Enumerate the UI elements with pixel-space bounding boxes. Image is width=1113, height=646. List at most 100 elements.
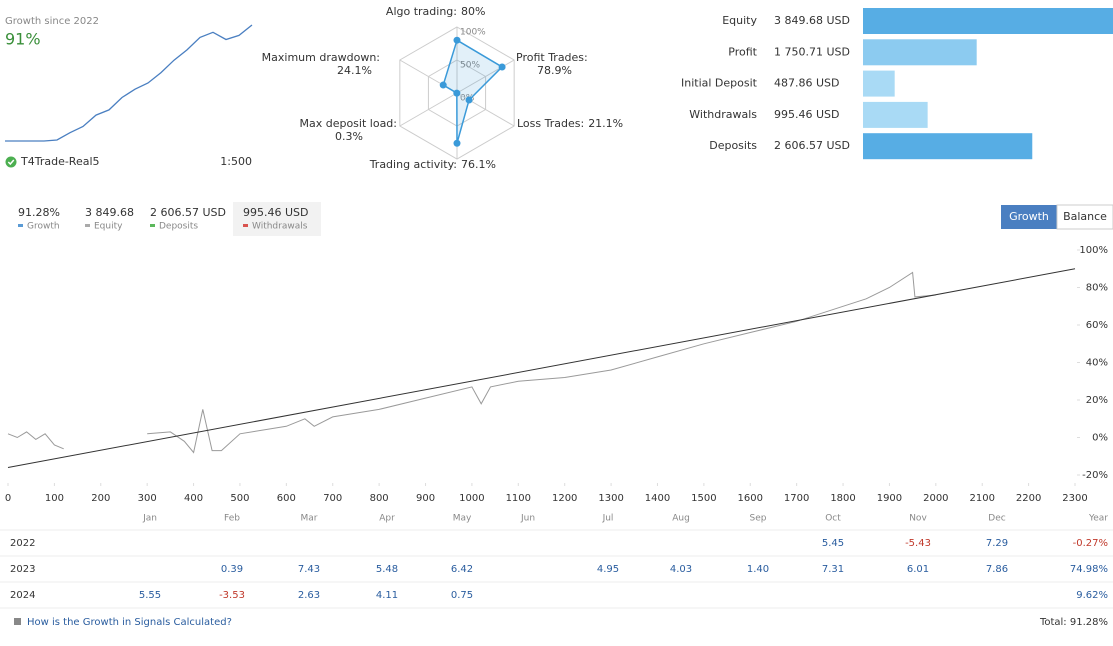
radar-tick-label: 100%	[460, 28, 486, 38]
table-cell: 2.63	[298, 590, 320, 601]
x-tick-label: 1600	[738, 493, 763, 504]
table-header: May	[453, 514, 472, 524]
table-cell: 5.45	[822, 538, 844, 549]
table-cell: 7.29	[986, 538, 1008, 549]
growth-title: Growth since 2022	[5, 16, 99, 27]
table-header: Jun	[520, 514, 535, 524]
table-header: Apr	[379, 514, 395, 524]
tab-growth[interactable]	[1001, 205, 1057, 229]
y-tick-label: 80%	[1086, 283, 1108, 294]
x-tick-label: 1300	[598, 493, 623, 504]
table-header: Year	[1088, 514, 1108, 524]
x-tick-label: 1700	[784, 493, 809, 504]
x-tick-label: 800	[370, 493, 389, 504]
line	[7, 271, 936, 454]
bar-label: Equity	[722, 14, 757, 27]
table-cell: -0.27%	[1073, 538, 1108, 549]
table-cell: 74.98%	[1070, 564, 1108, 575]
x-tick-label: 600	[277, 493, 296, 504]
radar-value: 21.1%	[588, 117, 623, 130]
bar-value: 2 606.57 USD	[774, 139, 850, 152]
table-cell: 2023	[10, 564, 35, 575]
table-cell: 6.42	[451, 564, 473, 575]
radar-point	[453, 36, 461, 44]
line	[5, 24, 253, 142]
x-tick-label: 1500	[691, 493, 716, 504]
table-header: Nov	[909, 514, 927, 524]
table-cell: 0.75	[451, 590, 473, 601]
account-name[interactable]: T4Trade-Real5	[20, 155, 100, 168]
table-cell: 0.39	[221, 564, 243, 575]
legend-swatch	[18, 224, 23, 227]
legend-swatch	[150, 224, 155, 227]
radar-point	[498, 63, 506, 71]
radar-value: 24.1%	[337, 64, 372, 77]
bar-value: 995.46 USD	[774, 108, 840, 121]
table-header: Jul	[602, 514, 614, 524]
table-header: Oct	[825, 514, 841, 524]
table-cell: 5.55	[139, 590, 161, 601]
table-cell: 4.03	[670, 564, 692, 575]
help-link[interactable]: How is the Growth in Signals Calculated?	[27, 617, 232, 628]
x-tick-label: 500	[230, 493, 249, 504]
x-tick-label: 300	[138, 493, 157, 504]
x-tick-label: 2300	[1062, 493, 1087, 504]
summary-label: Withdrawals	[252, 222, 308, 232]
table-cell: 1.40	[747, 564, 769, 575]
check-mark	[7, 159, 15, 166]
y-tick-label: 100%	[1079, 245, 1108, 256]
bar-label: Deposits	[709, 139, 757, 152]
tab-label[interactable]: Balance	[1063, 210, 1107, 223]
x-tick-label: 0	[5, 493, 11, 504]
table-cell: 6.01	[907, 564, 929, 575]
y-tick-label: -20%	[1082, 470, 1108, 481]
bar-value: 3 849.68 USD	[774, 14, 850, 27]
radar-point	[453, 139, 461, 147]
table-header: Aug	[672, 514, 690, 524]
radar-area	[442, 39, 504, 144]
radar-label: Trading activity:	[369, 158, 457, 171]
table-cell: 7.43	[298, 564, 320, 575]
x-tick-label: 1900	[877, 493, 902, 504]
radar-label: Max deposit load:	[299, 117, 397, 130]
table-cell: -3.53	[219, 590, 245, 601]
summary-value: 3 849.68	[85, 206, 134, 219]
radar-tick-label: 50%	[460, 61, 480, 71]
summary-value: 995.46 USD	[243, 206, 309, 219]
x-tick-label: 2000	[923, 493, 948, 504]
radar-point	[465, 96, 473, 104]
radar-spoke	[399, 92, 458, 127]
y-tick-label: 20%	[1086, 395, 1108, 406]
x-tick-label: 200	[91, 493, 110, 504]
summary-label: Deposits	[159, 222, 198, 232]
tab-balance[interactable]	[1056, 204, 1113, 230]
x-tick-label: 700	[323, 493, 342, 504]
bar-label: Withdrawals	[689, 108, 757, 121]
tab-label[interactable]: Growth	[1009, 210, 1049, 223]
table-header: Feb	[224, 514, 240, 524]
x-tick-label: 900	[416, 493, 435, 504]
table-cell: 7.31	[822, 564, 844, 575]
table-cell: -5.43	[905, 538, 931, 549]
table-header: Jan	[142, 514, 157, 524]
summary-label: Growth	[27, 222, 60, 232]
legend-swatch	[243, 224, 248, 227]
x-tick-label: 1400	[645, 493, 670, 504]
table-cell: 2022	[10, 538, 35, 549]
bar	[863, 101, 928, 128]
bar-label: Profit	[728, 45, 757, 58]
table-cell: 7.86	[986, 564, 1008, 575]
bar-value: 487.86 USD	[774, 77, 840, 90]
radar-value: 78.9%	[537, 64, 572, 77]
y-tick-label: 60%	[1086, 320, 1108, 331]
bar-value: 1 750.71 USD	[774, 45, 850, 58]
summary-value: 2 606.57 USD	[150, 206, 226, 219]
radar-value: 0.3%	[335, 130, 363, 143]
summary-label: Equity	[94, 222, 123, 232]
y-tick-label: 40%	[1086, 358, 1108, 369]
verified-icon	[5, 156, 17, 168]
x-tick-label: 1200	[552, 493, 577, 504]
radar-point	[453, 89, 461, 97]
legend-swatch	[85, 224, 90, 227]
table-cell: 2024	[10, 590, 35, 601]
